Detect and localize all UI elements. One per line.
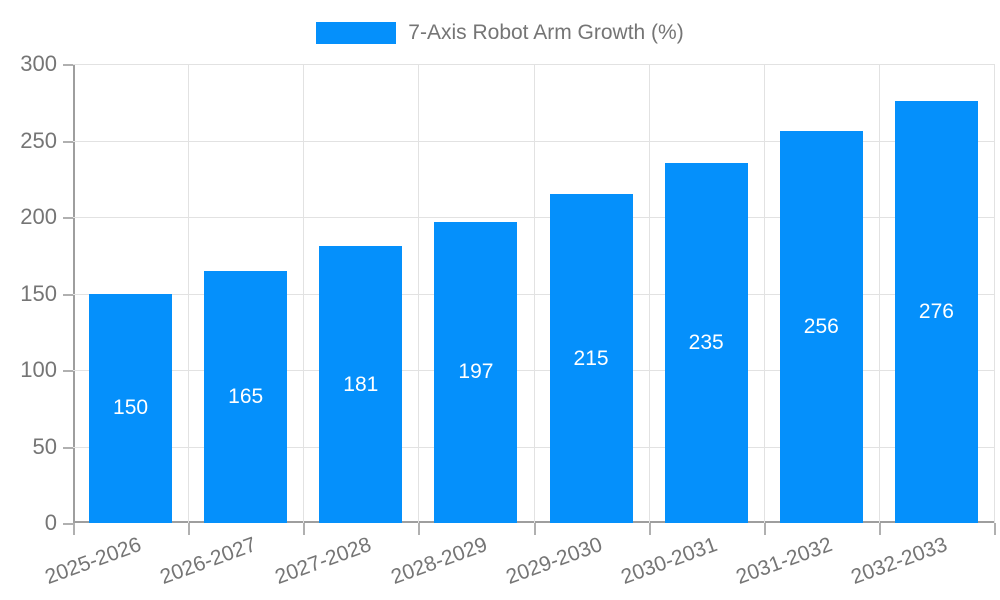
gridline-vertical: [418, 64, 420, 523]
y-axis-tick-label: 250: [20, 127, 57, 153]
x-axis-tick: [533, 523, 536, 535]
bar-value-label: 165: [228, 384, 264, 408]
bar-2025-2026: 150: [89, 293, 173, 523]
x-axis-tick-label: 2030-2031: [617, 533, 721, 589]
y-axis-tick: [63, 64, 73, 66]
gridline-vertical: [303, 64, 305, 523]
bar-value-label: 235: [688, 331, 724, 355]
gridline-vertical: [878, 64, 880, 523]
gridline-vertical: [188, 64, 190, 523]
x-axis-tick: [763, 523, 766, 535]
y-axis-tick: [63, 140, 73, 143]
bar-value-label: 276: [918, 299, 954, 323]
bar-2029-2030: 215: [549, 194, 633, 523]
bar-value-label: 256: [803, 315, 839, 339]
bar-2028-2029: 197: [434, 221, 518, 523]
bar-value-label: 215: [573, 346, 609, 370]
gridline-vertical: [533, 64, 535, 523]
x-axis-tick-label: 2027-2028: [272, 533, 375, 589]
bar-2027-2028: 181: [319, 246, 403, 523]
y-axis-tick-label: 300: [20, 51, 57, 76]
x-axis-tick-label: 2025-2026: [42, 533, 145, 589]
x-axis-tick: [648, 523, 651, 535]
plot-area: 150 165 181 197 215 235 256 276: [73, 64, 995, 523]
legend-swatch-icon[interactable]: [316, 22, 397, 44]
y-axis-tick: [63, 293, 73, 296]
bar-2031-2032: 256: [779, 131, 863, 523]
x-axis-tick-label: 2028-2029: [387, 533, 490, 589]
bar-2032-2033: 276: [894, 100, 978, 523]
x-axis-tick: [303, 523, 306, 535]
x-axis-tick: [878, 523, 881, 535]
x-axis-tick: [73, 523, 75, 535]
x-axis-tick: [418, 523, 421, 535]
bar-value-label: 197: [458, 360, 494, 384]
y-axis-tick-label: 0: [44, 510, 57, 535]
x-axis-tick-label: 2032-2033: [848, 533, 951, 589]
y-axis-tick: [63, 523, 73, 525]
bar-value-label: 181: [343, 372, 379, 396]
x-axis-tick-label: 2026-2027: [157, 533, 260, 589]
x-axis-tick-label: 2031-2032: [732, 533, 836, 589]
bar-2030-2031: 235: [664, 163, 748, 523]
legend-label[interactable]: 7-Axis Robot Arm Growth (%): [408, 21, 684, 44]
y-axis-tick: [63, 217, 73, 219]
bar-value-label: 150: [113, 396, 149, 420]
legend[interactable]: 7-Axis Robot Arm Growth (%): [0, 21, 1000, 45]
x-axis-tick-label: 2029-2030: [502, 533, 605, 589]
bar-2026-2027: 165: [204, 270, 288, 523]
y-axis-tick: [63, 446, 73, 449]
gridline-vertical: [648, 64, 650, 523]
y-axis-tick-label: 50: [32, 433, 57, 459]
x-axis-tick: [188, 523, 191, 535]
gridline-vertical: [994, 64, 995, 523]
y-axis-tick-label: 150: [20, 280, 57, 306]
y-axis-tick: [63, 370, 73, 372]
gridline-vertical: [763, 64, 765, 523]
y-axis-tick-label: 100: [20, 357, 57, 382]
y-axis-tick-label: 200: [20, 204, 57, 229]
x-axis-tick: [994, 523, 996, 535]
